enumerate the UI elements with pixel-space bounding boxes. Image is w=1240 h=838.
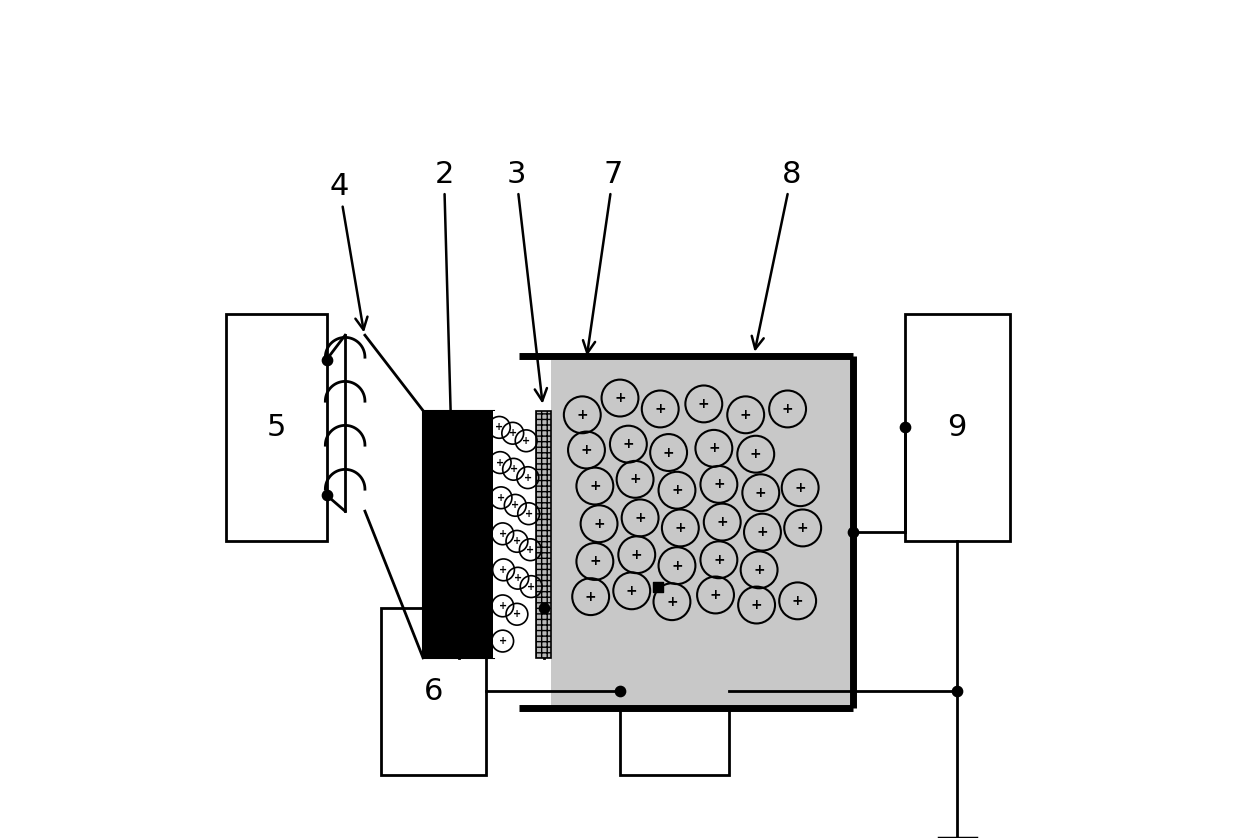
Text: +: + bbox=[713, 553, 724, 566]
Bar bbox=[905, 314, 1009, 541]
Text: +: + bbox=[717, 515, 728, 529]
Text: +: + bbox=[498, 601, 507, 611]
Text: +: + bbox=[698, 397, 709, 411]
Text: +: + bbox=[671, 484, 683, 497]
Text: +: + bbox=[513, 536, 521, 546]
Point bbox=[449, 601, 469, 614]
Text: +: + bbox=[589, 555, 600, 568]
Text: +: + bbox=[663, 446, 675, 459]
Point bbox=[947, 685, 967, 698]
Text: +: + bbox=[498, 529, 507, 539]
Bar bbox=[492, 411, 538, 658]
Text: +: + bbox=[709, 588, 722, 602]
Text: +: + bbox=[622, 437, 634, 451]
Point bbox=[316, 353, 336, 366]
Text: 9: 9 bbox=[947, 413, 967, 442]
Point bbox=[843, 525, 863, 539]
Text: +: + bbox=[713, 478, 724, 491]
Text: +: + bbox=[500, 565, 507, 575]
Text: +: + bbox=[708, 442, 719, 455]
Text: +: + bbox=[750, 598, 763, 612]
Bar bbox=[552, 356, 853, 708]
Text: +: + bbox=[577, 408, 588, 422]
Text: +: + bbox=[525, 509, 533, 519]
Text: +: + bbox=[626, 584, 637, 597]
Text: +: + bbox=[753, 563, 765, 577]
Text: 2: 2 bbox=[434, 159, 463, 649]
Point bbox=[610, 685, 630, 698]
Text: +: + bbox=[631, 548, 642, 561]
Text: 6: 6 bbox=[424, 677, 443, 706]
Text: +: + bbox=[522, 436, 531, 446]
Text: +: + bbox=[513, 609, 521, 619]
Text: +: + bbox=[498, 636, 507, 646]
Point bbox=[316, 489, 336, 502]
Point bbox=[647, 580, 667, 593]
Text: +: + bbox=[671, 559, 683, 572]
Text: 8: 8 bbox=[751, 159, 801, 349]
Text: +: + bbox=[614, 391, 626, 405]
Text: +: + bbox=[635, 511, 646, 525]
Text: +: + bbox=[755, 486, 766, 499]
Text: +: + bbox=[523, 473, 532, 483]
Text: 7: 7 bbox=[583, 159, 622, 353]
Text: +: + bbox=[781, 402, 794, 416]
Bar bbox=[620, 608, 729, 775]
Text: +: + bbox=[508, 428, 517, 438]
Text: +: + bbox=[589, 479, 600, 493]
Text: +: + bbox=[795, 481, 806, 494]
Text: +: + bbox=[496, 458, 505, 468]
Text: +: + bbox=[510, 464, 517, 474]
Text: +: + bbox=[629, 473, 641, 486]
Text: +: + bbox=[797, 521, 808, 535]
Text: +: + bbox=[527, 582, 536, 592]
Text: +: + bbox=[513, 573, 522, 583]
Text: +: + bbox=[580, 443, 593, 457]
Text: +: + bbox=[585, 590, 596, 603]
Point bbox=[534, 601, 554, 614]
Text: +: + bbox=[511, 500, 520, 510]
Text: +: + bbox=[497, 493, 505, 503]
Text: +: + bbox=[526, 545, 534, 555]
Text: 4: 4 bbox=[330, 172, 367, 329]
Text: +: + bbox=[740, 408, 751, 422]
Text: +: + bbox=[750, 447, 761, 461]
Bar bbox=[226, 314, 326, 541]
Text: +: + bbox=[792, 594, 804, 608]
Text: +: + bbox=[495, 422, 503, 432]
Bar bbox=[536, 411, 552, 658]
Text: 5: 5 bbox=[267, 413, 286, 442]
Text: +: + bbox=[756, 525, 769, 539]
Text: 3: 3 bbox=[506, 159, 547, 401]
Bar bbox=[381, 608, 486, 775]
Text: 10: 10 bbox=[655, 677, 694, 706]
Text: +: + bbox=[666, 595, 678, 608]
Text: +: + bbox=[655, 402, 666, 416]
Point bbox=[895, 421, 915, 434]
Bar bbox=[423, 411, 495, 658]
Text: +: + bbox=[593, 517, 605, 530]
Text: +: + bbox=[675, 521, 686, 535]
